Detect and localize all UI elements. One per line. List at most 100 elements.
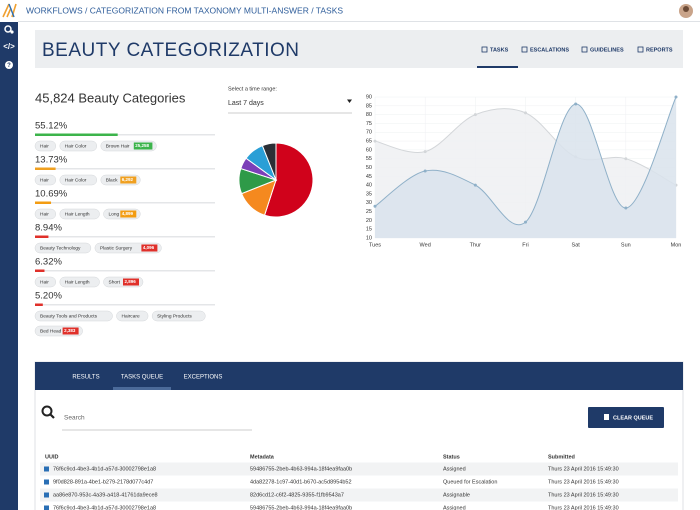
y-tick-label: 25 [366, 209, 372, 215]
series-line [374, 96, 677, 226]
tag-label[interactable]: Black [106, 177, 118, 183]
count-badge [62, 327, 79, 335]
search-icon[interactable] [41, 405, 55, 419]
progress-bar [35, 303, 43, 306]
series-point [624, 157, 628, 161]
count-badge [123, 278, 139, 286]
logo [2, 3, 17, 18]
clear-queue-button[interactable] [588, 407, 664, 428]
count-badge-label: 25,258 [135, 143, 149, 148]
y-tick-label: 80 [366, 112, 372, 118]
y-tick-label: 75 [366, 121, 372, 127]
series-point [524, 220, 527, 224]
y-tick-label: 15 [366, 227, 372, 233]
table-cell: 59486755-2beb-4b63-994a-18f4ea9faa0b [250, 466, 352, 472]
active-tab-underline [477, 66, 518, 68]
tag-label[interactable]: Haircare [122, 313, 140, 319]
tag-pill[interactable] [34, 276, 57, 288]
code-icon[interactable]: </> [3, 42, 15, 51]
header-tab[interactable]: REPORTS [646, 47, 673, 53]
file-icon [44, 492, 49, 498]
table-cell: Thurs 23 April 2016 15:49:30 [548, 466, 619, 472]
progress-track [35, 270, 215, 272]
page-title: BEAUTY CATEGORIZATION [42, 40, 300, 61]
tag-label[interactable]: Hair [40, 177, 49, 183]
tag-pill[interactable] [34, 174, 57, 186]
tag-label[interactable]: Hair [40, 143, 49, 149]
tag-pill[interactable] [59, 276, 100, 288]
series-point [574, 102, 578, 106]
tag-pill[interactable] [151, 310, 206, 322]
tag-label[interactable]: Styling Products [157, 313, 192, 319]
tag-pill[interactable] [59, 140, 98, 152]
header-tab[interactable]: ESCALATIONS [530, 47, 569, 53]
table-header: Submitted [548, 454, 575, 460]
queue-tab[interactable]: TASKS QUEUE [121, 375, 163, 381]
y-tick-label: 55 [366, 156, 372, 162]
tag-label[interactable]: Hair Length [65, 279, 90, 285]
header-tab[interactable]: GUIDELINES [590, 47, 624, 53]
series-point [674, 95, 678, 99]
clear-queue-label[interactable]: CLEAR QUEUE [613, 415, 653, 421]
tag-pill[interactable] [116, 310, 149, 322]
tag-pill[interactable] [59, 208, 100, 220]
header-tab[interactable]: TASKS [490, 47, 509, 53]
count-badge-label: 6,292 [122, 177, 134, 182]
tag-label[interactable]: Hair Color [65, 177, 87, 183]
breadcrumb[interactable]: WORKFLOWS / CATEGORIZATION FROM TAXONOMY… [26, 5, 343, 15]
tag-label[interactable]: Hair Length [65, 211, 90, 217]
search-input[interactable]: Search [64, 415, 85, 422]
y-tick-label: 20 [366, 218, 372, 224]
tag-label[interactable]: Bed Head [40, 328, 62, 334]
time-range-value[interactable]: Last 7 days [228, 100, 264, 107]
dropdown-arrow[interactable] [347, 99, 352, 104]
series-point [423, 150, 427, 154]
count-badge-label: 4,096 [143, 245, 155, 250]
tag-label[interactable]: Short [109, 279, 121, 285]
tag-label[interactable]: Hair Color [65, 143, 87, 149]
x-tick-label: Thur [470, 242, 481, 248]
x-tick-label: Wed [420, 242, 431, 248]
category-percent: 55.12% [35, 121, 68, 132]
tag-pill[interactable] [34, 208, 57, 220]
tag-label[interactable]: Brown Hair [106, 143, 130, 149]
tag-label[interactable]: Plastic Surgery [100, 245, 133, 251]
progress-bar [35, 235, 49, 238]
table-cell[interactable]: 76f6c9cd-4be3-4b1d-a57d-30002798e1a8 [53, 466, 156, 472]
queue-tab[interactable]: EXCEPTIONS [184, 375, 223, 381]
progress-track [35, 134, 215, 136]
tag-pill[interactable] [34, 310, 113, 322]
count-badge [141, 244, 158, 252]
count-badge-label: 2,896 [125, 279, 137, 284]
table-cell[interactable]: 76f6c9cd-4be3-4b1d-a57d-30002798e1a8 [53, 505, 156, 510]
file-icon [44, 479, 49, 485]
series-point [473, 113, 477, 117]
tag-pill[interactable] [59, 174, 98, 186]
tag-label[interactable]: Beauty Technology [40, 245, 81, 251]
y-tick-label: 65 [366, 139, 372, 145]
table-cell: Assignable [443, 492, 470, 498]
table-cell: Assigned [443, 466, 466, 472]
table-cell[interactable]: 9f0d828-891a-4be1-b279-2178d077c4d7 [53, 479, 153, 485]
table-row-stripe [40, 488, 678, 502]
tab-icon [581, 46, 588, 53]
help-icon[interactable]: ? [5, 61, 13, 69]
tag-pill[interactable] [34, 242, 92, 254]
tag-label[interactable]: Long [109, 211, 120, 217]
settings-icon[interactable] [4, 25, 14, 34]
series-point [423, 169, 427, 173]
tab-icon [481, 46, 488, 53]
tag-pill[interactable] [34, 140, 57, 152]
avatar[interactable] [679, 4, 693, 18]
x-tick-label: Tues [369, 242, 381, 248]
series-point [373, 204, 377, 208]
tag-label[interactable]: Beauty Tools and Products [40, 313, 98, 319]
queue-tab[interactable]: RESULTS [72, 375, 99, 381]
category-percent: 8.94% [35, 223, 62, 234]
tag-label[interactable]: Hair [40, 211, 49, 217]
table-cell[interactable]: aa86e870-953c-4a39-a418-41761da9ece8 [53, 492, 158, 498]
tag-label[interactable]: Hair [40, 279, 49, 285]
category-percent: 13.73% [35, 155, 68, 166]
